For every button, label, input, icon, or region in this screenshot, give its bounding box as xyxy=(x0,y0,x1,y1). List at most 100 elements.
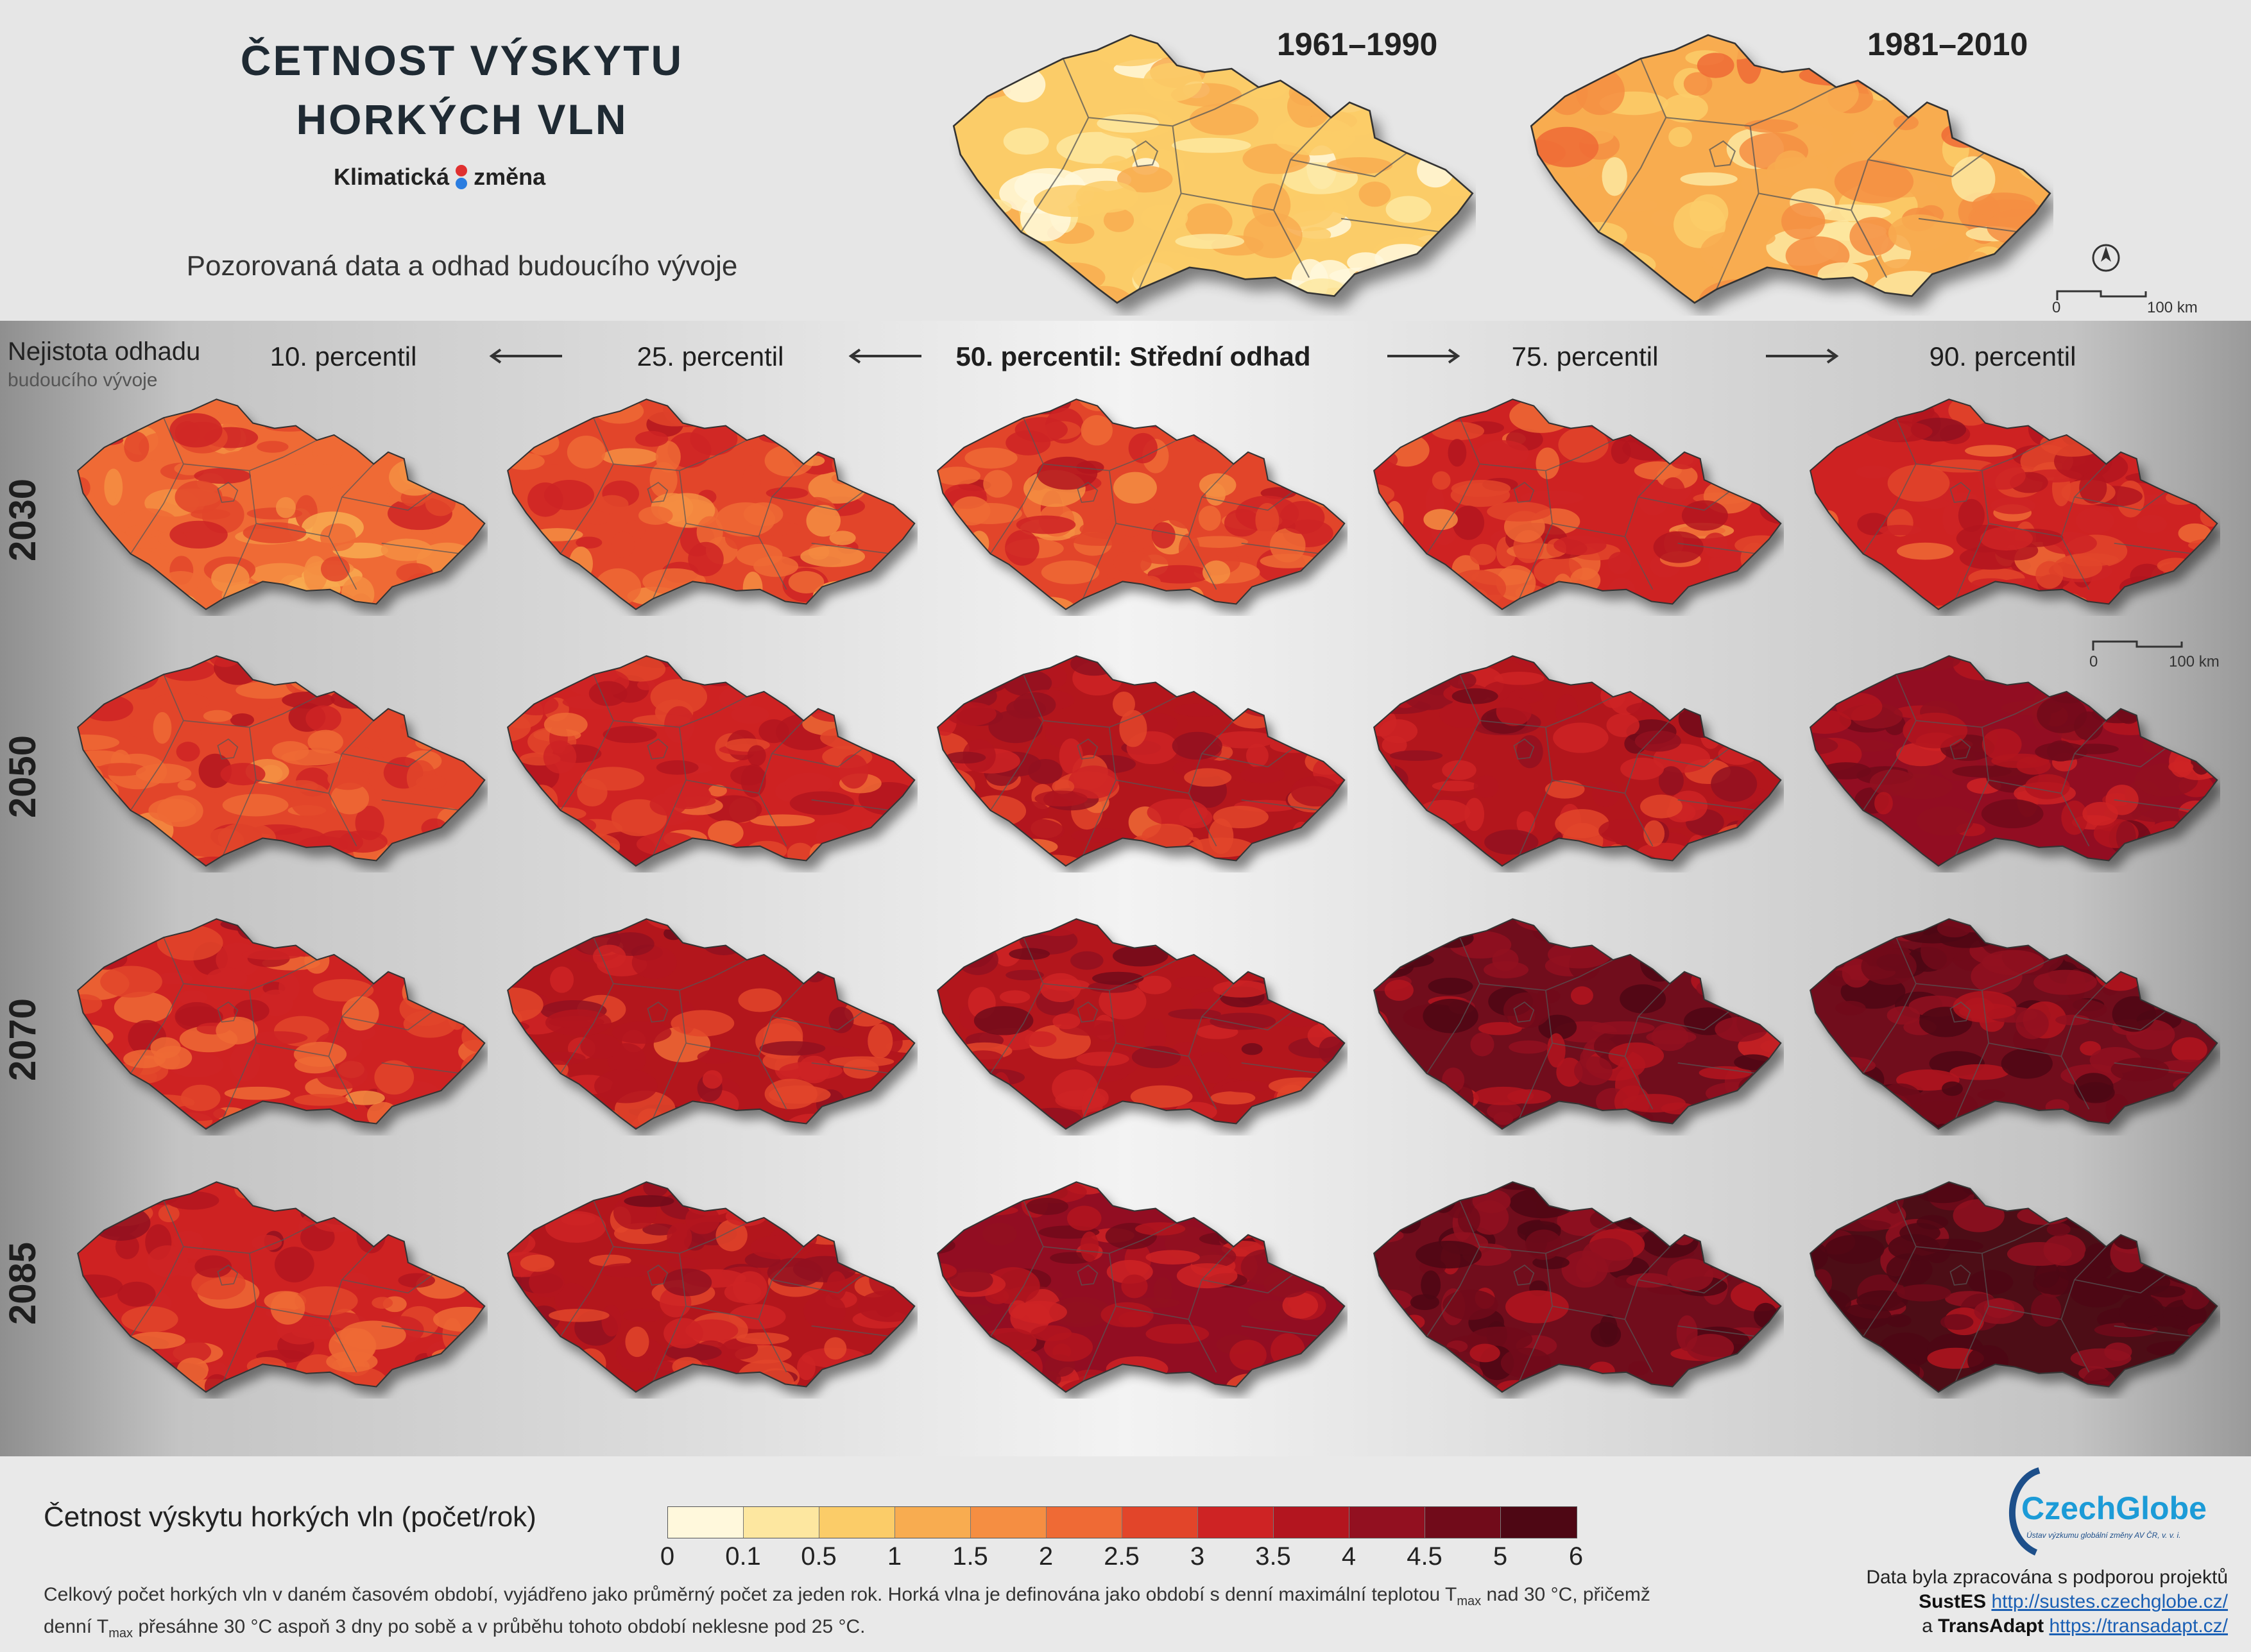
column-label-p25: 25. percentil xyxy=(637,341,784,371)
year-label-2070: 2070 xyxy=(2,998,44,1081)
blue-dot-icon xyxy=(456,178,468,189)
note-text-3: denní T xyxy=(44,1616,109,1637)
credit-line-3: a TransAdapt https://transadapt.cz/ xyxy=(1922,1615,2228,1637)
czech-map xyxy=(1810,918,2218,1130)
year-label-2050: 2050 xyxy=(2,735,44,818)
czech-map xyxy=(507,1181,916,1393)
arrow-right-icon xyxy=(1766,348,1839,364)
project-transadapt: TransAdapt xyxy=(1938,1615,2044,1637)
czech-map xyxy=(1373,1181,1782,1393)
note-text-1: Celkový počet horkých vln v daném časové… xyxy=(44,1584,1457,1605)
czech-map xyxy=(937,398,1346,610)
column-label-p10: 10. percentil xyxy=(270,341,417,371)
color-scale-tick: 0 xyxy=(660,1542,675,1571)
czech-map xyxy=(1373,918,1782,1130)
color-scale-tick: 4.5 xyxy=(1407,1542,1442,1571)
czechglobe-logo-subtitle: Ústav výzkumu globální změny AV ČR, v. v… xyxy=(2026,1531,2181,1540)
page-title: ČETNOST VÝSKYTU HORKÝCH VLN xyxy=(180,31,744,149)
czech-map xyxy=(77,918,486,1130)
czech-map xyxy=(77,398,486,610)
north-arrow-icon xyxy=(2092,244,2120,272)
scale-label-zero: 0 xyxy=(2052,299,2061,316)
color-scale-tick: 3.5 xyxy=(1255,1542,1291,1571)
note-subscript-2: max xyxy=(108,1626,133,1640)
color-scale-bin xyxy=(895,1507,971,1538)
arrow-right-icon xyxy=(1387,348,1460,364)
credit-line-2: SustES http://sustes.czechglobe.cz/ xyxy=(1919,1591,2228,1613)
red-dot-icon xyxy=(456,165,468,176)
czech-map xyxy=(77,1181,486,1393)
czech-map xyxy=(1530,34,2051,304)
color-scale-tick: 6 xyxy=(1568,1542,1584,1571)
credit-line-1: Data byla zpracována s podporou projektů xyxy=(1866,1567,2228,1588)
scale-bar-top xyxy=(2056,290,2147,300)
uncertainty-title: Nejistota odhadu xyxy=(8,337,201,366)
note-subscript-1: max xyxy=(1457,1594,1482,1608)
column-label-p50: 50. percentil: Střední odhad xyxy=(955,341,1311,371)
color-scale-bin xyxy=(1198,1507,1274,1538)
scale-label-max: 100 km xyxy=(2147,299,2198,316)
color-scale-bin xyxy=(1047,1507,1122,1538)
color-scale-bin xyxy=(971,1507,1047,1538)
color-scale-tick: 0.1 xyxy=(725,1542,761,1571)
uncertainty-subtitle: budoucího vývoje xyxy=(8,370,158,391)
credit-conjunction: a xyxy=(1922,1615,1933,1637)
link-sustes[interactable]: http://sustes.czechglobe.cz/ xyxy=(1991,1591,2228,1612)
period-label-1961-1990: 1961–1990 xyxy=(1277,26,1438,62)
color-scale-bin xyxy=(668,1507,744,1538)
czech-map xyxy=(1810,1181,2218,1393)
color-scale-tick: 4 xyxy=(1341,1542,1357,1571)
czechglobe-swoosh-icon xyxy=(2008,1467,2041,1556)
color-scale-tick: 2 xyxy=(1038,1542,1054,1571)
column-label-p90: 90. percentil xyxy=(1929,341,2076,371)
czech-map xyxy=(1373,655,1782,867)
color-scale-bin xyxy=(1122,1507,1198,1538)
color-scale-tick: 1 xyxy=(887,1542,902,1571)
arrow-left-icon xyxy=(489,348,562,364)
color-scale-bin xyxy=(744,1507,819,1538)
czech-map xyxy=(1373,398,1782,610)
note-text-2: nad 30 °C, přičemž xyxy=(1481,1584,1650,1605)
scale-label-zero: 0 xyxy=(2089,653,2098,670)
color-scale-tick: 1.5 xyxy=(952,1542,988,1571)
legend-title: Četnost výskytu horkých vln (počet/rok) xyxy=(44,1501,536,1533)
color-scale-tick: 2.5 xyxy=(1104,1542,1140,1571)
czech-map xyxy=(507,398,916,610)
thermometer-dots-icon xyxy=(456,165,468,189)
note-text-4: přesáhne 30 °C aspoň 3 dny po sobě a v p… xyxy=(133,1616,866,1637)
period-label-1981-2010: 1981–2010 xyxy=(1867,26,2028,62)
arrow-left-icon xyxy=(848,348,921,364)
czech-map xyxy=(937,1181,1346,1393)
legend-band xyxy=(0,1456,2251,1652)
brand-right-text: změna xyxy=(474,164,546,190)
czechglobe-logo: CzechGlobe xyxy=(2021,1490,2207,1526)
czech-map xyxy=(937,918,1346,1130)
czech-map xyxy=(77,655,486,867)
color-scale-bin xyxy=(1349,1507,1425,1538)
link-transadapt[interactable]: https://transadapt.cz/ xyxy=(2049,1615,2228,1637)
color-scale-tick: 5 xyxy=(1493,1542,1508,1571)
year-label-2085: 2085 xyxy=(2,1241,44,1325)
czech-map xyxy=(937,655,1346,867)
czech-map xyxy=(1810,655,2218,867)
color-scale-bin xyxy=(1274,1507,1349,1538)
color-scale-bin xyxy=(1425,1507,1501,1538)
year-label-2030: 2030 xyxy=(2,478,44,561)
page-subtitle: Pozorovaná data a odhad budoucího vývoje xyxy=(186,250,738,282)
project-sustes: SustES xyxy=(1919,1591,1987,1612)
color-scale-bin xyxy=(1501,1507,1577,1538)
czech-map xyxy=(507,918,916,1130)
czech-map xyxy=(507,655,916,867)
color-scale-tick: 3 xyxy=(1190,1542,1205,1571)
definition-note: Celkový počet horkých vln v daném časové… xyxy=(44,1582,1840,1646)
title-line-2: HORKÝCH VLN xyxy=(296,96,628,143)
title-line-1: ČETNOST VÝSKYTU xyxy=(240,37,684,84)
brand-left-text: Klimatická xyxy=(334,164,450,190)
color-scale-tick: 0.5 xyxy=(801,1542,837,1571)
column-label-p75: 75. percentil xyxy=(1511,341,1659,371)
brand-logo: Klimatická změna xyxy=(334,164,545,191)
czech-map xyxy=(952,34,1474,304)
scale-bar-grid xyxy=(2092,640,2183,651)
color-scale xyxy=(667,1506,1577,1538)
scale-label-max: 100 km xyxy=(2169,653,2220,670)
